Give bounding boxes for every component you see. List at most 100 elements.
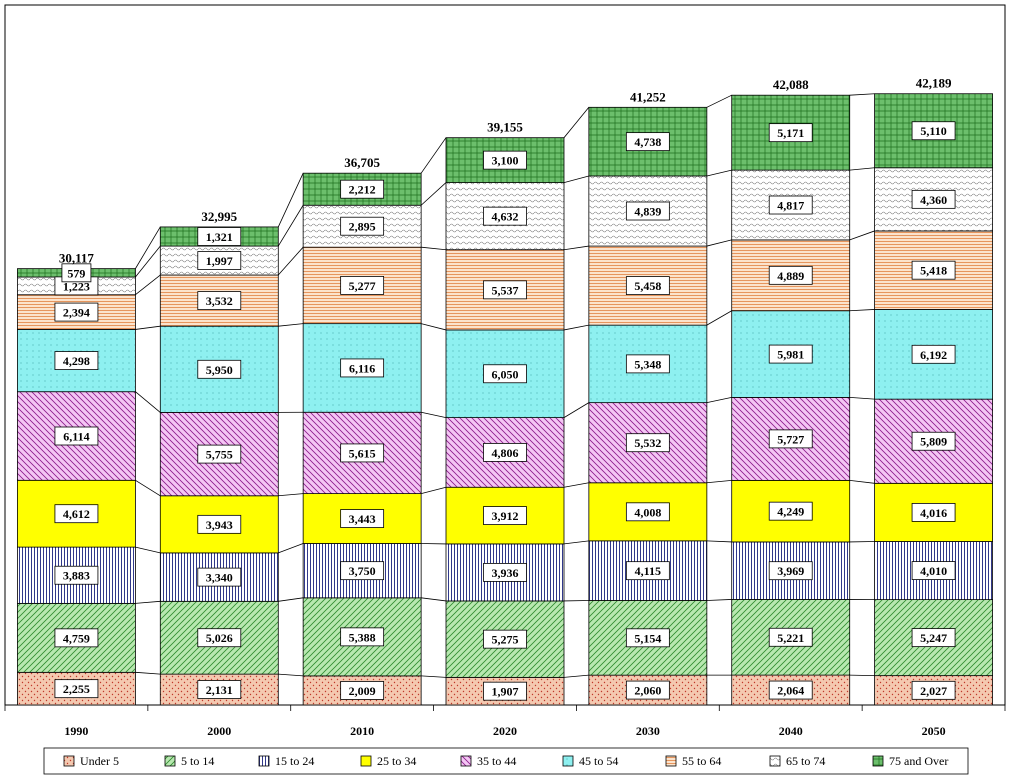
data-label: 4,889 (769, 266, 812, 284)
data-label: 5,950 (198, 360, 241, 378)
data-label: 5,171 (769, 124, 812, 142)
legend-item: Under 5 (64, 754, 119, 768)
legend-label: 45 to 54 (579, 754, 618, 768)
legend-label: 5 to 14 (181, 754, 214, 768)
data-label: 6,050 (484, 365, 527, 383)
data-label: 4,759 (55, 629, 98, 647)
data-label-text: 4,010 (920, 564, 947, 578)
data-label: 4,839 (626, 202, 669, 220)
data-label-text: 579 (67, 266, 85, 280)
x-tick-label: 1990 (64, 724, 88, 738)
connector-line (278, 494, 303, 496)
data-label-text: 3,936 (492, 566, 519, 580)
data-label-text: 5,247 (920, 631, 947, 645)
connector-line (278, 324, 303, 327)
data-label: 5,532 (626, 434, 669, 452)
data-label: 5,026 (198, 629, 241, 647)
legend-swatch (165, 756, 175, 766)
data-label: 1,321 (198, 228, 241, 246)
connector-line (135, 392, 160, 413)
legend-swatch (770, 756, 780, 766)
data-label-text: 3,943 (206, 518, 233, 532)
data-label: 5,154 (626, 629, 669, 647)
connector-line (564, 325, 589, 330)
data-label: 2,064 (769, 681, 812, 699)
x-tick-label: 2040 (779, 724, 803, 738)
data-label: 5,537 (484, 281, 527, 299)
data-label: 3,340 (198, 568, 241, 586)
connector-line (421, 247, 446, 250)
connector-line (135, 547, 160, 553)
connector-line (707, 311, 732, 325)
connector-line (564, 107, 589, 137)
data-label-text: 6,050 (492, 367, 519, 381)
data-label-text: 5,727 (777, 432, 804, 446)
connector-line (135, 227, 160, 269)
data-label: 5,388 (341, 628, 384, 646)
connector-line (278, 173, 303, 227)
data-label: 3,750 (341, 562, 384, 580)
total-label: 41,252 (630, 89, 666, 104)
data-label: 6,114 (55, 427, 98, 445)
data-label-text: 6,116 (349, 361, 375, 375)
connector-line (707, 480, 732, 482)
connector-line (564, 403, 589, 418)
connector-line (421, 324, 446, 330)
data-label: 5,275 (484, 630, 527, 648)
connector-line (135, 480, 160, 495)
legend-swatch (666, 756, 676, 766)
data-label-text: 4,115 (635, 564, 661, 578)
data-label-text: 5,348 (634, 357, 661, 371)
data-label-text: 1,907 (492, 685, 519, 699)
data-label-text: 4,738 (634, 135, 661, 149)
data-label: 1,907 (484, 682, 527, 700)
data-label: 4,115 (626, 562, 669, 580)
legend-label: 65 to 74 (786, 754, 825, 768)
data-label: 4,016 (912, 503, 955, 521)
connector-line (850, 94, 875, 95)
data-label: 4,612 (55, 505, 98, 523)
connector-line (135, 326, 160, 329)
data-label-text: 2,027 (920, 684, 947, 698)
data-label: 4,249 (769, 502, 812, 520)
legend-swatch (873, 756, 883, 766)
data-label: 6,116 (341, 359, 384, 377)
data-label: 4,298 (55, 352, 98, 370)
connector-line (421, 412, 446, 417)
data-label: 5,809 (912, 432, 955, 450)
connector-line (564, 246, 589, 250)
legend-swatch (461, 756, 471, 766)
connector-line (707, 170, 732, 176)
total-label: 39,155 (487, 120, 523, 135)
data-label: 5,221 (769, 628, 812, 646)
data-label: 2,895 (341, 217, 384, 235)
connector-line (564, 541, 589, 544)
legend-item: 45 to 54 (563, 754, 618, 768)
data-label: 4,010 (912, 562, 955, 580)
connector-line (135, 275, 160, 295)
x-tick-label: 2010 (350, 724, 374, 738)
legend-swatch (259, 756, 269, 766)
data-label-text: 5,221 (777, 631, 804, 645)
data-label-text: 4,016 (920, 506, 947, 520)
data-label: 5,418 (912, 261, 955, 279)
data-label: 3,883 (55, 566, 98, 584)
data-label-text: 5,537 (492, 283, 519, 297)
data-label-text: 4,249 (777, 505, 804, 519)
connector-line (850, 480, 875, 483)
data-label: 3,443 (341, 510, 384, 528)
data-label: 2,131 (198, 681, 241, 699)
bar-segments (17, 94, 992, 705)
data-label-text: 3,969 (777, 564, 804, 578)
data-label: 3,969 (769, 562, 812, 580)
connector-line (135, 601, 160, 603)
data-label: 5,110 (912, 122, 955, 140)
data-label-text: 4,298 (63, 354, 90, 368)
connector-line (135, 246, 160, 277)
data-label-text: 2,895 (349, 220, 376, 234)
data-label: 2,060 (626, 681, 669, 699)
x-tick-label: 2000 (207, 724, 231, 738)
connector-line (707, 95, 732, 107)
